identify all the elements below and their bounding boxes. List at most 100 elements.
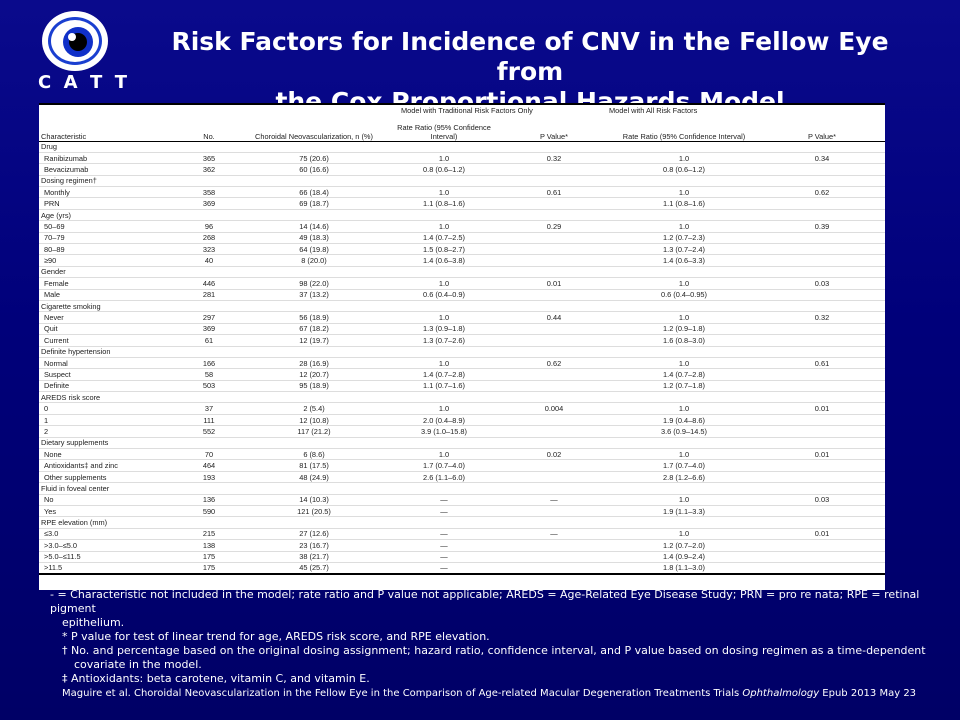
table-cell: 1.7 (0.7–4.0)	[389, 459, 499, 472]
group-row: Drug	[39, 141, 885, 153]
table-cell	[759, 459, 885, 472]
table-cell: PRN	[39, 197, 179, 210]
table-row: None 70 6 (8.6) 1.0 0.02 1.0 0.01	[39, 448, 885, 461]
table-cell: 0.32	[499, 152, 609, 165]
table-cell: 12 (20.7)	[239, 368, 389, 381]
column-header: No.	[203, 131, 215, 141]
table-cell	[499, 163, 609, 176]
citation: Maguire et al. Choroidal Neovascularizat…	[62, 688, 942, 699]
table-cell: 1.0	[609, 448, 759, 461]
table-cell: 75 (20.6)	[239, 152, 389, 165]
table-cell: ≥90	[39, 254, 179, 267]
table-cell: 81 (17.5)	[239, 459, 389, 472]
column-header: P Value*	[807, 131, 837, 141]
table-row: 80–89 323 64 (19.8) 1.5 (0.8–2.7) 1.3 (0.7–2…	[39, 243, 885, 256]
table-cell	[499, 254, 609, 267]
table-cell	[759, 562, 885, 575]
table-cell: Current	[39, 334, 179, 347]
note-star: * P value for test of linear trend for a…	[62, 630, 490, 643]
table-cell: 0.62	[759, 186, 885, 199]
table-cell: 61	[179, 334, 239, 347]
table-cell: 0.61	[499, 186, 609, 199]
table-cell	[759, 289, 885, 301]
table-cell: 1	[39, 414, 179, 427]
table-cell: 1.9 (0.4–8.6)	[609, 414, 759, 427]
footnotes: - = Characteristic not included in the m…	[50, 588, 940, 686]
table-cell: 38 (21.7)	[239, 551, 389, 563]
table-row: >5.0–≤11.5 175 38 (21.7) — 1.4 (0.9–2.4)	[39, 551, 885, 563]
column-header: Choroidal Neovascularization, n (%)	[255, 131, 373, 141]
table-cell: 175	[179, 551, 239, 563]
group-label: Age (yrs)	[39, 209, 885, 222]
table-cell: 95 (18.9)	[239, 380, 389, 393]
table-cell: 2 (5.4)	[239, 402, 389, 415]
table-cell: 1.0	[389, 448, 499, 461]
table-cell: 166	[179, 357, 239, 370]
logo-letter: C	[38, 72, 52, 93]
table-cell: Male	[39, 289, 179, 301]
table-cell	[499, 232, 609, 245]
table-cell: 111	[179, 414, 239, 427]
table-cell	[759, 368, 885, 381]
table-cell: 64 (19.8)	[239, 243, 389, 256]
table-cell: 56 (18.9)	[239, 311, 389, 324]
table-row: Female 446 98 (22.0) 1.0 0.01 1.0 0.03	[39, 277, 885, 290]
table-cell: 369	[179, 323, 239, 336]
table-cell: Antioxidants‡ and zinc	[39, 459, 179, 472]
table-cell: 1.0	[609, 186, 759, 199]
group-header-all: Model with All Risk Factors	[609, 106, 698, 115]
table-cell: —	[389, 505, 499, 518]
table-cell: 67 (18.2)	[239, 323, 389, 336]
table-cell: Suspect	[39, 368, 179, 381]
table-cell: 1.2 (0.7–2.0)	[609, 539, 759, 552]
table-cell: 215	[179, 528, 239, 541]
table-cell	[759, 243, 885, 256]
table-cell: 69 (18.7)	[239, 197, 389, 210]
table-cell	[759, 505, 885, 518]
group-label: Definite hypertension	[39, 346, 885, 358]
table-cell: 45 (25.7)	[239, 562, 389, 575]
citation-text: Maguire et al. Choroidal Neovascularizat…	[62, 688, 743, 699]
table-cell: 1.3 (0.7–2.6)	[389, 334, 499, 347]
table-cell	[759, 334, 885, 347]
table-row: No 136 14 (10.3) — —1.0 0.03	[39, 494, 885, 507]
table-row: 2 552 117 (21.2) 3.9 (1.0–15.8) 3.6 (0.9–14.…	[39, 425, 885, 438]
group-label: Fluid in foveal center	[39, 482, 885, 495]
table-row: >3.0–≤5.0 138 23 (16.7) — 1.2 (0.7–2.0)	[39, 539, 885, 552]
table-cell	[499, 197, 609, 210]
table-cell: 0.01	[499, 277, 609, 290]
table-cell: 1.0	[609, 494, 759, 507]
table-cell: 8 (20.0)	[239, 254, 389, 267]
table-cell	[759, 471, 885, 484]
table-cell: 70–79	[39, 232, 179, 245]
table-cell: 358	[179, 186, 239, 199]
table-cell: —	[389, 551, 499, 563]
table-cell	[499, 562, 609, 575]
table-cell: 37	[179, 402, 239, 415]
group-label: AREDS risk score	[39, 391, 885, 404]
group-row: AREDS risk score	[39, 391, 885, 404]
table-cell: Never	[39, 311, 179, 324]
table-cell: 0.39	[759, 220, 885, 233]
table-cell: 365	[179, 152, 239, 165]
column-header: Rate Ratio (95% Confidence Interval)	[397, 122, 491, 141]
table-cell	[759, 254, 885, 267]
table-row: Normal 166 28 (16.9) 1.0 0.62 1.0 0.61	[39, 357, 885, 370]
group-label: Dosing regimen†	[39, 175, 885, 188]
table-cell: 48 (24.9)	[239, 471, 389, 484]
table-cell: 552	[179, 425, 239, 438]
table-cell	[759, 425, 885, 438]
logo-letter: T	[90, 72, 103, 93]
table-cell: 1.0	[609, 152, 759, 165]
table-cell	[499, 505, 609, 518]
note-dagger: † No. and percentage based on the origin…	[62, 644, 926, 657]
table-cell: 1.0	[389, 277, 499, 290]
table-cell	[499, 334, 609, 347]
table-row: Other supplements 193 48 (24.9) 2.6 (1.1–6.…	[39, 471, 885, 484]
table-cell: 0.8 (0.6–1.2)	[609, 163, 759, 176]
table-cell: 98 (22.0)	[239, 277, 389, 290]
table-cell: 1.0	[609, 357, 759, 370]
group-label: RPE elevation (mm)	[39, 516, 885, 529]
table-row: 1 111 12 (10.8) 2.0 (0.4–8.9) 1.9 (0.4–8.6)	[39, 414, 885, 427]
table-cell: 503	[179, 380, 239, 393]
